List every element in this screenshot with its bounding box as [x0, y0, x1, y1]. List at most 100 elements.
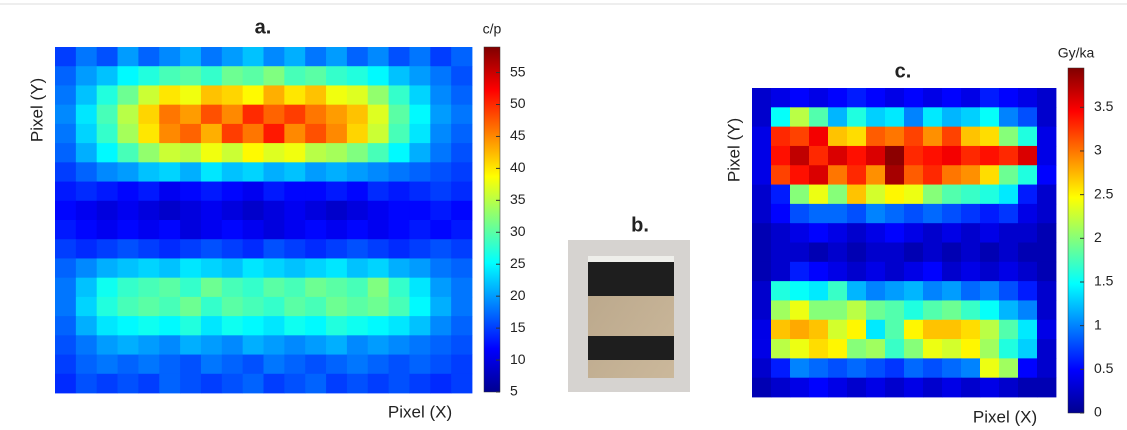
heatmap-cell	[138, 143, 160, 163]
heatmap-cell	[138, 239, 160, 259]
heatmap-cell	[242, 220, 264, 240]
heatmap-cell	[961, 261, 981, 282]
heatmap-cell	[55, 373, 77, 394]
heatmap-cell	[55, 296, 77, 317]
heatmap-cell	[809, 88, 829, 108]
colorbar-tick-label: 2.5	[1094, 185, 1114, 201]
colorbar-tick-label: 1	[1094, 316, 1102, 332]
heatmap-cell	[305, 335, 327, 355]
heatmap-cell	[242, 258, 264, 279]
heatmap-cell	[263, 373, 285, 394]
heatmap-cell	[346, 220, 369, 240]
heatmap-cell	[866, 281, 886, 301]
heatmap-cell	[771, 319, 791, 340]
heatmap-cell	[284, 354, 306, 375]
heatmap-cell	[790, 203, 810, 224]
heatmap-cell	[346, 354, 369, 375]
colorbar-tick-label: 40	[510, 159, 526, 175]
heatmap-cell	[96, 258, 118, 279]
heatmap-cell	[790, 242, 810, 263]
heatmap-cell	[451, 104, 473, 125]
heatmap-cell	[828, 242, 848, 263]
heatmap-cell	[180, 296, 202, 317]
heatmap-cell	[284, 296, 306, 317]
heatmap-cell	[388, 354, 410, 375]
heatmap-cell	[367, 258, 389, 279]
heatmap-cell	[828, 184, 848, 205]
heatmap-cell	[221, 239, 244, 259]
heatmap-cell	[180, 335, 202, 355]
heatmap-cell	[1018, 319, 1038, 340]
heatmap-cell	[96, 85, 118, 106]
heatmap-cell	[771, 358, 791, 379]
heatmap-cell	[305, 162, 327, 182]
heatmap-cell	[96, 200, 118, 221]
heatmap-cell	[263, 66, 285, 86]
heatmap-cell	[1018, 126, 1038, 147]
heatmap-cell	[847, 358, 867, 379]
heatmap-cell	[75, 200, 98, 221]
heatmap-cell	[790, 339, 810, 359]
heatmap-cell	[409, 162, 431, 182]
heatmap-cell	[790, 165, 810, 185]
heatmap-cell	[999, 261, 1019, 282]
heatmap-cell	[117, 66, 139, 86]
heatmap-cell	[1018, 300, 1038, 321]
heatmap-cell	[388, 258, 410, 279]
heatmap-cell	[200, 143, 223, 163]
heatmap-cell	[809, 223, 829, 243]
heatmap-cell	[55, 258, 77, 279]
heatmap-cell	[752, 203, 772, 224]
heatmap-cell	[159, 143, 181, 163]
heatmap-cell	[180, 85, 202, 106]
heatmap-cell	[284, 220, 306, 240]
heatmap-cell	[117, 200, 139, 221]
heatmap-cell	[980, 107, 1000, 128]
heatmap-cell	[263, 181, 285, 202]
heatmap-cell	[809, 184, 829, 205]
heatmap-cell	[367, 162, 389, 182]
heatmap-cell	[809, 300, 829, 321]
colorbar-tick-label: 10	[510, 351, 526, 367]
heatmap-cell	[242, 277, 264, 298]
chart-title: a.	[255, 16, 272, 38]
heatmap-cell	[75, 104, 98, 125]
heatmap-cell	[961, 339, 981, 359]
heatmap-cell	[180, 277, 202, 298]
heatmap-cell	[752, 358, 772, 379]
heatmap-cell	[305, 354, 327, 375]
heatmap-cell	[75, 66, 98, 86]
heatmap-cell	[200, 47, 223, 67]
heatmap-cell	[138, 162, 160, 182]
colorbar	[1067, 67, 1085, 414]
heatmap-cell	[1018, 281, 1038, 301]
sample-dark-layer	[588, 336, 674, 360]
heatmap-cell	[430, 316, 452, 336]
heatmap-cell	[1037, 242, 1057, 263]
heatmap-cell	[221, 220, 244, 240]
heatmap-cell	[117, 239, 139, 259]
heatmap-cell	[866, 319, 886, 340]
heatmap-cell	[75, 373, 98, 394]
heatmap-cell	[346, 123, 369, 144]
heatmap-cell	[326, 354, 348, 375]
heatmap-cell	[305, 104, 327, 125]
heatmap-cell	[451, 162, 473, 182]
heatmap-cell	[221, 104, 244, 125]
heatmap-cell	[999, 339, 1019, 359]
heatmap-cell	[180, 239, 202, 259]
heatmap-cell	[866, 145, 886, 166]
heatmap-cell	[828, 126, 848, 147]
heatmap-cell	[942, 377, 962, 398]
heatmap-cell	[409, 277, 431, 298]
heatmap-cell	[159, 200, 181, 221]
heatmap-cell	[752, 377, 772, 398]
heatmap-cell	[809, 377, 829, 398]
heatmap-cell	[847, 165, 867, 185]
heatmap-cell	[55, 181, 77, 202]
heatmap-cell	[305, 47, 327, 67]
heatmap-cell	[346, 104, 369, 125]
heatmap-cell	[847, 319, 867, 340]
heatmap-cell	[752, 88, 772, 108]
heatmap-cell	[200, 123, 223, 144]
